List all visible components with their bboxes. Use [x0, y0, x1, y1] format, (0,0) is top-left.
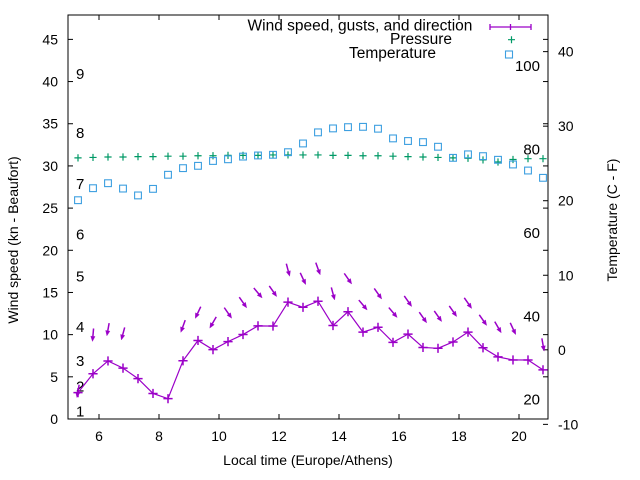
svg-text:60: 60 — [523, 225, 540, 242]
svg-text:8: 8 — [155, 428, 163, 444]
svg-text:Temperature: Temperature — [349, 45, 436, 62]
svg-text:45: 45 — [42, 31, 58, 47]
svg-text:5: 5 — [76, 269, 84, 286]
svg-text:20: 20 — [511, 428, 527, 444]
svg-text:5: 5 — [50, 369, 58, 385]
svg-text:8: 8 — [76, 125, 84, 142]
svg-text:Wind speed (kn - Beaufort): Wind speed (kn - Beaufort) — [5, 156, 21, 323]
svg-text:-10: -10 — [558, 416, 578, 432]
svg-text:14: 14 — [331, 428, 347, 444]
svg-text:15: 15 — [42, 284, 58, 300]
svg-text:6: 6 — [76, 226, 84, 243]
svg-text:35: 35 — [42, 116, 58, 132]
svg-text:0: 0 — [558, 342, 566, 358]
svg-text:30: 30 — [42, 158, 58, 174]
svg-text:30: 30 — [558, 118, 574, 134]
svg-text:18: 18 — [451, 428, 467, 444]
svg-text:Local time (Europe/Athens): Local time (Europe/Athens) — [223, 452, 393, 468]
svg-text:0: 0 — [50, 411, 58, 427]
svg-text:80: 80 — [523, 142, 540, 159]
svg-text:6: 6 — [95, 428, 103, 444]
svg-text:7: 7 — [76, 176, 84, 193]
svg-text:20: 20 — [558, 193, 574, 209]
svg-text:9: 9 — [76, 66, 84, 83]
svg-text:40: 40 — [42, 74, 58, 90]
svg-text:Temperature (C - F): Temperature (C - F) — [604, 159, 620, 282]
svg-text:12: 12 — [271, 428, 287, 444]
svg-text:10: 10 — [211, 428, 227, 444]
svg-text:25: 25 — [42, 200, 58, 216]
svg-text:40: 40 — [558, 44, 574, 60]
svg-text:1: 1 — [76, 404, 84, 421]
svg-text:10: 10 — [42, 327, 58, 343]
svg-text:16: 16 — [391, 428, 407, 444]
svg-text:100: 100 — [515, 58, 540, 75]
svg-text:40: 40 — [523, 308, 540, 325]
svg-text:20: 20 — [523, 392, 540, 409]
svg-text:3: 3 — [76, 353, 84, 370]
svg-text:4: 4 — [76, 319, 84, 336]
svg-text:20: 20 — [42, 242, 58, 258]
svg-text:10: 10 — [558, 267, 574, 283]
